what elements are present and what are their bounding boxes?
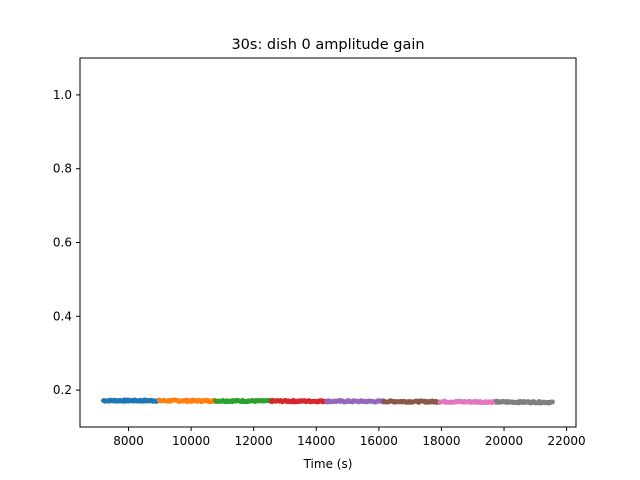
y-tick-label: 0.8 (53, 162, 72, 176)
data-points (101, 397, 555, 406)
x-tick-label: 16000 (360, 434, 398, 448)
series-0 (101, 397, 162, 404)
series-4 (324, 398, 386, 405)
series-5 (381, 398, 443, 405)
x-tick-label: 20000 (485, 434, 523, 448)
y-axis: 0.2 0.4 0.6 0.8 1.0 (53, 88, 80, 397)
series-6 (437, 398, 499, 406)
y-tick-label: 0.4 (53, 309, 72, 323)
x-tick-label: 22000 (548, 434, 586, 448)
x-tick-label: 18000 (422, 434, 460, 448)
series-3 (268, 397, 329, 405)
data-point (550, 399, 555, 405)
x-axis-label: Time (s) (303, 457, 353, 471)
series-7 (493, 398, 555, 406)
x-tick-label: 14000 (297, 434, 335, 448)
x-tick-label: 12000 (235, 434, 273, 448)
series-2 (213, 397, 274, 405)
series-1 (156, 397, 218, 405)
chart-title: 30s: dish 0 amplitude gain (231, 37, 424, 53)
x-tick-label: 10000 (172, 434, 210, 448)
x-axis: 8000 10000 12000 14000 16000 18000 20000 22000 (113, 427, 586, 448)
y-tick-label: 0.6 (53, 236, 72, 250)
y-tick-label: 1.0 (53, 88, 72, 102)
plot-frame (79, 57, 577, 428)
y-tick-label: 0.2 (53, 383, 72, 397)
x-tick-label: 8000 (113, 434, 144, 448)
